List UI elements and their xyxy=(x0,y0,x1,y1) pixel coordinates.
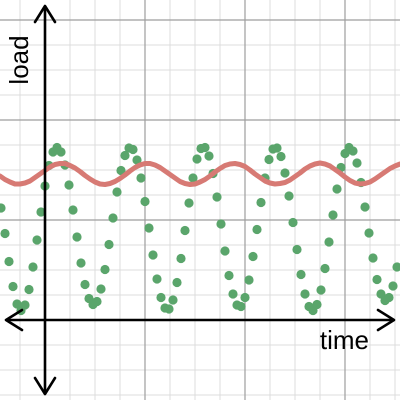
dotted-series-point xyxy=(240,292,250,303)
x-axis-arrow-left xyxy=(4,308,24,332)
dotted-series-point xyxy=(4,256,14,267)
dotted-series-point xyxy=(100,264,110,275)
dotted-series-point xyxy=(252,224,262,235)
dotted-series-point xyxy=(80,279,90,290)
dotted-series-point xyxy=(32,235,42,245)
dotted-series-point xyxy=(316,285,326,295)
y-axis-label: load xyxy=(4,35,34,84)
dotted-series-point xyxy=(176,253,186,264)
dotted-series-point xyxy=(0,203,6,213)
dotted-series-point xyxy=(384,292,394,303)
dotted-series-point xyxy=(112,187,122,197)
dotted-series-point xyxy=(192,154,202,164)
x-axis-arrow-right xyxy=(376,308,396,332)
dotted-series-point xyxy=(200,142,210,153)
dotted-series-point xyxy=(216,219,226,229)
dotted-series-point xyxy=(132,155,142,165)
dotted-series-point xyxy=(148,250,158,260)
dotted-series-point xyxy=(300,289,310,299)
dotted-series-point xyxy=(204,151,214,161)
dotted-series-point xyxy=(236,301,246,312)
dotted-series-point xyxy=(8,281,18,292)
dotted-series-point xyxy=(320,263,330,274)
dotted-series-point xyxy=(288,217,298,228)
dotted-series-point xyxy=(116,165,126,176)
dotted-series-point xyxy=(212,192,222,202)
dotted-series-point xyxy=(56,147,66,157)
dotted-series-point xyxy=(256,197,266,208)
dotted-series-point xyxy=(392,262,400,272)
dotted-series-point xyxy=(120,150,130,161)
axes xyxy=(4,4,396,396)
dotted-series-point xyxy=(372,274,382,285)
dotted-series xyxy=(0,142,400,316)
dotted-series-point xyxy=(76,258,86,268)
dotted-series-point xyxy=(164,304,174,314)
dotted-series-point xyxy=(168,295,178,305)
dotted-series-point xyxy=(284,191,294,201)
dotted-series-point xyxy=(388,281,398,291)
dotted-series-point xyxy=(360,202,370,212)
dotted-series-point xyxy=(276,151,286,162)
dotted-series-point xyxy=(324,237,334,247)
dotted-series-point xyxy=(292,244,302,255)
dotted-series-point xyxy=(136,173,146,183)
dotted-series-point xyxy=(72,232,82,242)
dotted-series-point xyxy=(272,143,282,153)
dotted-series-point xyxy=(368,253,378,263)
dotted-series-point xyxy=(128,144,138,155)
dotted-series-point xyxy=(264,154,274,165)
dotted-series-point xyxy=(296,269,306,280)
dotted-series-point xyxy=(188,173,198,183)
dotted-series-point xyxy=(140,196,150,207)
dotted-series-point xyxy=(144,223,154,233)
dotted-series-point xyxy=(96,284,106,294)
dotted-series-point xyxy=(156,292,166,303)
x-axis-label: time xyxy=(320,325,369,355)
solid-series-line xyxy=(0,160,400,187)
dotted-series-point xyxy=(92,296,102,307)
dotted-series-point xyxy=(224,270,234,281)
dotted-series-point xyxy=(68,205,78,215)
dotted-series-point xyxy=(104,239,114,250)
dotted-series-point xyxy=(152,274,162,284)
dotted-series-point xyxy=(24,284,34,295)
y-axis-arrow-up xyxy=(33,4,57,24)
y-axis-arrow-down xyxy=(33,376,57,396)
dotted-series-point xyxy=(244,275,254,285)
dotted-series-point xyxy=(312,299,322,310)
dotted-series-point xyxy=(280,168,290,178)
dotted-series-point xyxy=(64,180,74,190)
dotted-series-point xyxy=(172,277,182,288)
dotted-series-point xyxy=(0,228,10,239)
dotted-series-point xyxy=(184,198,194,208)
dotted-series-point xyxy=(364,228,374,238)
dotted-series-point xyxy=(332,184,342,194)
dotted-series-point xyxy=(28,262,38,272)
dotted-series-point xyxy=(108,213,118,223)
dotted-series-point xyxy=(220,246,230,256)
dotted-series-point xyxy=(20,300,30,310)
series-layer xyxy=(0,142,400,316)
dotted-series-point xyxy=(328,210,338,220)
dotted-series-point xyxy=(352,158,362,168)
dotted-series-point xyxy=(228,289,238,299)
dotted-series-point xyxy=(180,225,190,236)
dotted-series-point xyxy=(248,251,258,262)
dotted-series-point xyxy=(348,146,358,156)
dotted-series-point xyxy=(36,207,46,217)
